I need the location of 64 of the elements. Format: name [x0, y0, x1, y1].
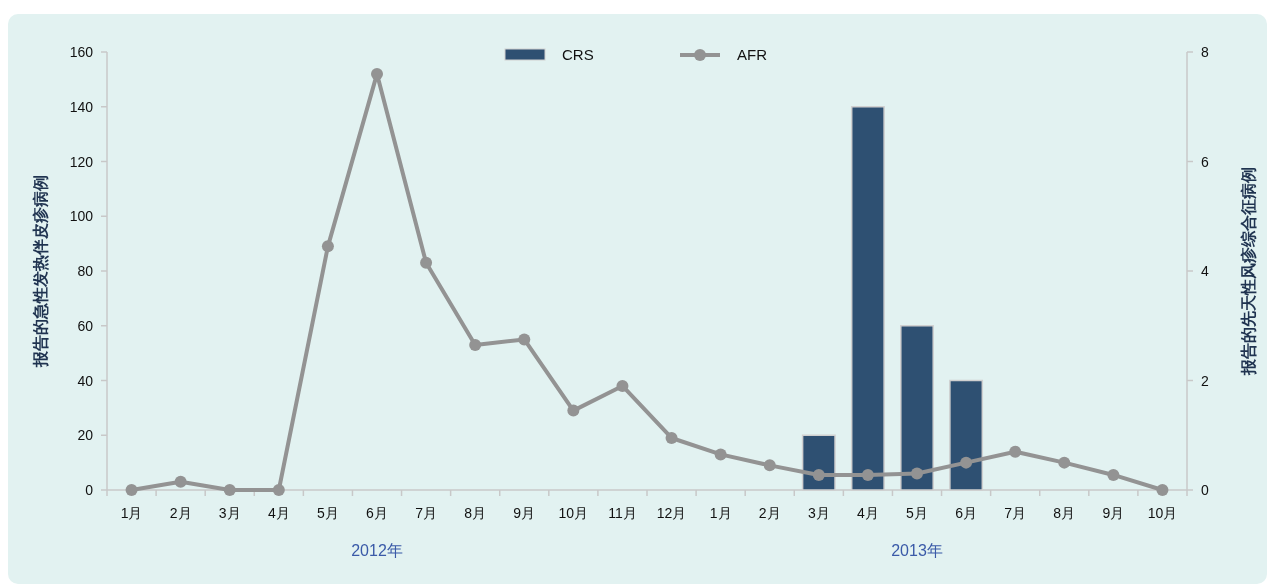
- x-tick-label: 5月: [317, 505, 339, 521]
- point: [665, 431, 678, 444]
- x-tick-label: 9月: [1102, 505, 1125, 521]
- point: [714, 448, 727, 461]
- point: [960, 456, 973, 469]
- legend-label: AFR: [737, 46, 768, 63]
- point: [911, 467, 923, 480]
- x-tick-label: 8月: [464, 505, 487, 521]
- x-tick-label: 12月: [656, 505, 687, 521]
- x-tick-label: 1月: [120, 505, 143, 521]
- x-tick-label: 3月: [218, 505, 241, 521]
- y-tick-label: 100: [69, 208, 94, 225]
- x-tick-label: 4月: [857, 505, 879, 521]
- y2-tick-label: 0: [1201, 482, 1209, 498]
- point: [321, 240, 334, 253]
- point: [861, 468, 874, 481]
- y-tick-label: 80: [77, 263, 94, 279]
- y2-tick-label: 2: [1201, 372, 1209, 389]
- point: [371, 67, 383, 80]
- y-tick-label: 120: [69, 153, 94, 170]
- x-tick-label: 4月: [267, 505, 290, 521]
- y-tick-label: 20: [77, 427, 94, 444]
- y-tick-label: 160: [69, 44, 94, 60]
- x-tick-label: 1月: [709, 505, 732, 521]
- x-tick-label: 6月: [366, 505, 388, 521]
- x-tick-label: 8月: [1053, 505, 1076, 521]
- y2-tick-label: 8: [1201, 44, 1209, 60]
- point: [125, 484, 138, 496]
- point: [469, 338, 482, 351]
- y-tick-label: 40: [77, 372, 94, 389]
- text: 2013年: [891, 542, 943, 559]
- point: [272, 484, 285, 496]
- x-tick-label: 7月: [415, 505, 437, 521]
- x-tick-label: 6月: [955, 505, 977, 521]
- x-tick-label: 10月: [558, 505, 589, 521]
- y2-tick-label: 4: [1201, 263, 1209, 279]
- x-tick-label: 3月: [807, 505, 830, 521]
- x-tick-label: 7月: [1004, 505, 1027, 521]
- point: [763, 459, 776, 472]
- point: [616, 379, 629, 392]
- x-tick-label: 2月: [758, 505, 781, 521]
- y2-tick-label: 6: [1201, 153, 1209, 170]
- point: [174, 475, 187, 488]
- y-tick-label: 60: [77, 317, 94, 334]
- legend-label: CRS: [562, 46, 594, 63]
- x-tick-label: 10月: [1147, 505, 1178, 521]
- y2-axis-title: 报告的先天性风疹综合征病例: [1240, 167, 1257, 376]
- point: [1058, 456, 1071, 469]
- point: [567, 404, 580, 417]
- point: [1156, 484, 1169, 496]
- point: [420, 256, 433, 269]
- point: [223, 484, 236, 496]
- x-tick-label: 2月: [169, 505, 192, 521]
- y-tick-label: 0: [85, 482, 94, 498]
- point: [1009, 445, 1022, 458]
- point: [1107, 468, 1120, 481]
- point: [518, 333, 531, 346]
- text: 2012年: [351, 542, 403, 559]
- x-tick-label: 11月: [608, 505, 637, 521]
- x-tick-label: 5月: [906, 505, 928, 521]
- y-tick-label: 140: [69, 98, 94, 115]
- point: [812, 468, 825, 481]
- x-tick-label: 9月: [513, 505, 536, 521]
- y-axis-title: 报告的急性发热伴皮疹病例: [32, 175, 50, 368]
